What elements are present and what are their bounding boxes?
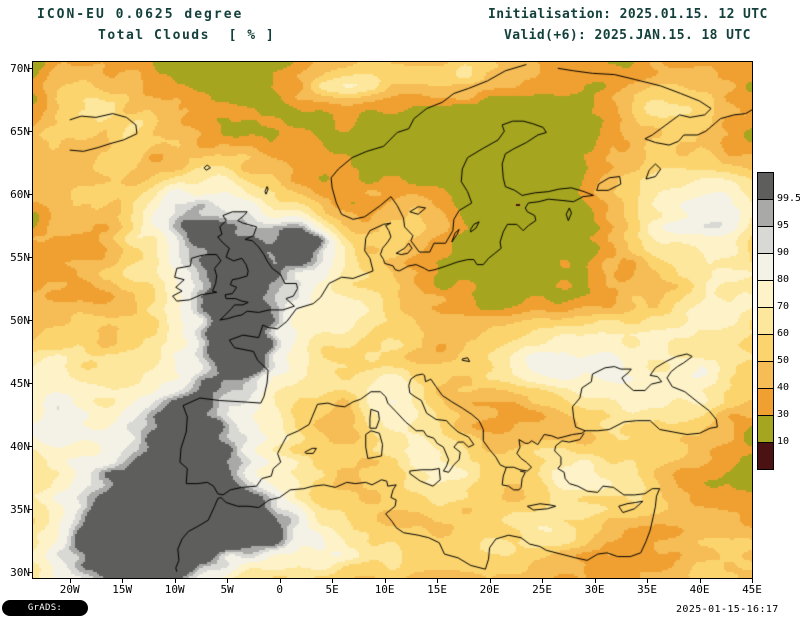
colorbar-segment [757, 361, 774, 389]
lon-tick-label: 15E [427, 583, 448, 596]
lon-tick-mark [489, 578, 491, 583]
lon-tick-mark [332, 578, 334, 583]
lon-tick-label: 30E [584, 583, 605, 596]
lat-tick-mark [28, 382, 33, 384]
lat-tick-label: 45N [10, 376, 30, 390]
model-title: ICON-EU 0.0625 degree [37, 7, 244, 22]
lat-tick-mark [28, 571, 33, 573]
lat-tick-mark [28, 445, 33, 447]
colorbar-segment [757, 388, 774, 416]
lon-tick-mark [647, 578, 649, 583]
colorbar-tick-label: 10 [777, 436, 790, 447]
creation-timestamp: 2025-01-15-16:17 [676, 604, 779, 615]
init-time-label: Initialisation: 2025.01.15. 12 UTC [488, 7, 768, 22]
colorbar-tick-label: 95 [777, 220, 790, 231]
lat-tick-mark [28, 131, 33, 133]
lat-tick-label: 35N [10, 502, 30, 516]
lat-tick-label: 50N [10, 314, 30, 327]
colorbar-segment [757, 253, 774, 281]
valid-time-label: Valid(+6): 2025.JAN.15. 18 UTC [504, 28, 751, 43]
lon-tick-label: 25E [532, 583, 552, 596]
lat-tick-mark [28, 68, 33, 70]
lon-tick-label: 20W [59, 583, 80, 596]
lon-tick-label: 35E [637, 583, 657, 596]
lon-tick-label: 20E [479, 583, 500, 596]
lon-tick-label: 15W [112, 583, 133, 596]
lon-tick-mark [437, 578, 439, 583]
lon-tick-label: 0 [276, 583, 283, 596]
colorbar-tick-label: 60 [777, 328, 790, 339]
grads-credit-badge: GrADS: COLA/IGES [2, 600, 88, 616]
lon-tick-mark [542, 578, 544, 583]
lat-tick-label: 40N [10, 439, 30, 453]
lon-tick-mark [279, 578, 281, 583]
colorbar-tick-label: 80 [777, 274, 790, 285]
lon-tick-mark [122, 578, 124, 583]
colorbar-tick-label: 70 [777, 301, 790, 312]
map-frame [32, 61, 753, 579]
colorbar-segment [757, 226, 774, 254]
colorbar-segment [757, 307, 774, 335]
lat-tick-label: 55N [10, 251, 30, 265]
lat-tick-label: 30N [10, 565, 30, 579]
colorbar-segment [757, 199, 774, 227]
colorbar-segment [757, 442, 774, 470]
colorbar-segment [757, 280, 774, 308]
lon-tick-label: 5E [325, 583, 339, 596]
lon-tick-label: 45E [742, 583, 762, 596]
lat-tick-mark [28, 194, 33, 196]
colorbar-segment [757, 415, 774, 443]
lon-tick-mark [752, 578, 753, 583]
lon-tick-mark [174, 578, 176, 583]
lon-tick-label: 5W [220, 583, 234, 596]
colorbar-tick-label: 40 [777, 382, 790, 393]
variable-title: Total Clouds [ % ] [98, 28, 276, 43]
colorbar-tick-label: 99.5 [777, 193, 800, 204]
colorbar-tick-label: 90 [777, 247, 790, 258]
total-clouds-field-map [33, 62, 752, 578]
lat-tick-label: 65N [10, 125, 30, 139]
lat-tick-mark [28, 257, 33, 259]
colorbar-tick-label: 50 [777, 355, 790, 366]
colorbar-segment [757, 172, 774, 200]
lon-tick-label: 10W [164, 583, 185, 596]
lat-tick-mark [28, 508, 33, 510]
lon-tick-mark [69, 578, 71, 583]
lat-tick-mark [28, 320, 33, 321]
lon-tick-label: 10E [374, 583, 395, 596]
lon-tick-label: 40E [689, 583, 710, 596]
lon-tick-mark [384, 578, 386, 583]
lon-tick-mark [227, 578, 229, 583]
lat-tick-label: 70N [10, 62, 30, 76]
lon-tick-mark [699, 578, 701, 583]
colorbar-tick-label: 30 [777, 409, 790, 420]
colorbar-segment [757, 334, 774, 362]
lon-tick-mark [594, 578, 596, 583]
lat-tick-label: 60N [10, 188, 30, 202]
